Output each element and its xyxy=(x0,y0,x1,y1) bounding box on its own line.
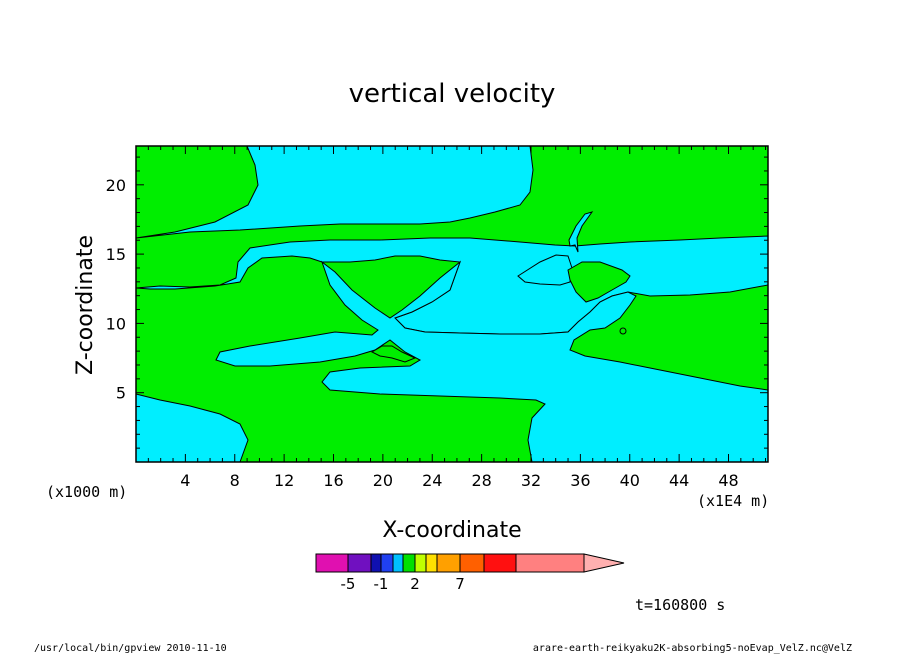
y-tick-label: 5 xyxy=(116,384,126,403)
colorbar-cell xyxy=(315,553,349,573)
plot-frame xyxy=(135,145,769,463)
x-tick-label: 12 xyxy=(274,471,294,490)
x-tick-label: 32 xyxy=(521,471,541,490)
colorbar-cell xyxy=(402,553,416,573)
footer-right: arare-earth-reikyaku2K-absorbing5-noEvap… xyxy=(533,643,852,654)
footer-left: /usr/local/bin/gpview 2010-11-10 xyxy=(34,643,227,654)
x-tick-label: 40 xyxy=(620,471,640,490)
colorbar xyxy=(315,553,625,573)
colorbar-cell xyxy=(380,553,394,573)
x-tick-label: 8 xyxy=(230,471,240,490)
colorbar-label: -5 xyxy=(341,575,356,593)
x-tick-label: 4 xyxy=(180,471,190,490)
contour-positive-region xyxy=(619,327,627,335)
y-tick-label: 10 xyxy=(106,314,126,333)
y-unit-note: (x1000 m) xyxy=(46,483,127,501)
contour-negative-region xyxy=(135,145,534,239)
colorbar-cell xyxy=(414,553,427,573)
x-tick-label: 20 xyxy=(373,471,393,490)
colorbar-cell xyxy=(425,553,438,573)
colorbar-label: -1 xyxy=(374,575,389,593)
colorbar-cell xyxy=(483,553,517,573)
contour-positive-region xyxy=(370,345,417,363)
y-axis: 5 10 15 20 xyxy=(106,156,768,449)
contour-negative-region xyxy=(568,211,594,253)
x-unit-note: (x1E4 m) xyxy=(697,492,769,510)
colorbar-arrow xyxy=(583,553,625,573)
colorbar-labels: -5 -1 2 7 xyxy=(341,575,465,593)
x-axis-label: X-coordinate xyxy=(382,518,521,543)
x-tick-label: 24 xyxy=(422,471,442,490)
y-tick-label: 20 xyxy=(106,176,126,195)
colorbar-label: 2 xyxy=(410,575,420,593)
time-label: t=160800 s xyxy=(635,596,725,614)
colorbar-cell xyxy=(370,553,382,573)
colorbar-cell xyxy=(436,553,461,573)
colorbar-cell xyxy=(459,553,485,573)
y-axis-label: Z-coordinate xyxy=(73,235,98,375)
x-tick-label: 36 xyxy=(570,471,590,490)
contour-positive-region xyxy=(567,261,631,303)
colorbar-label: 7 xyxy=(455,575,465,593)
x-tick-label: 44 xyxy=(669,471,689,490)
colorbar-cell xyxy=(515,553,585,573)
colorbar-cell xyxy=(347,553,372,573)
x-tick-label: 48 xyxy=(718,471,738,490)
contour-field xyxy=(135,145,769,463)
contour-negative-region xyxy=(215,260,769,463)
chart-title: vertical velocity xyxy=(349,79,556,109)
y-tick-label: 15 xyxy=(106,245,126,264)
x-tick-label: 16 xyxy=(323,471,343,490)
colorbar-cell xyxy=(392,553,404,573)
x-axis: 4 8 12 16 20 24 28 32 36 40 44 48 xyxy=(147,146,767,490)
x-tick-label: 28 xyxy=(471,471,491,490)
